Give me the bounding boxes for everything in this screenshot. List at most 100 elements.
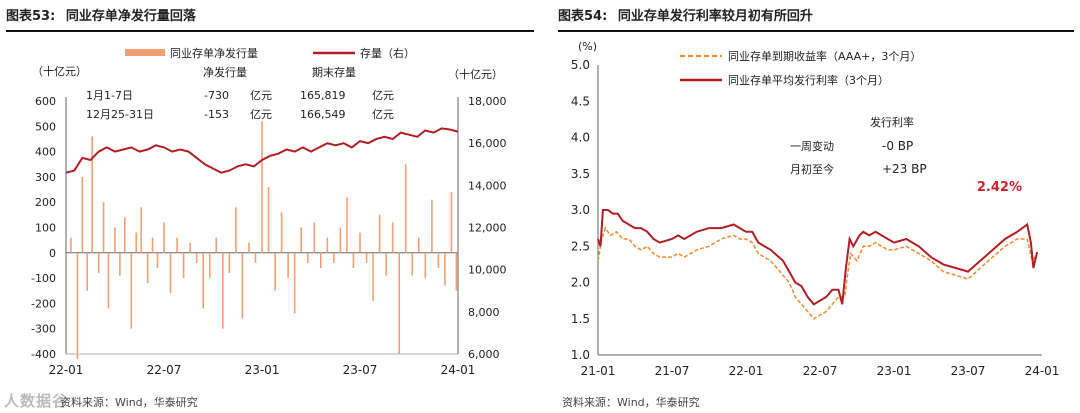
legend-bar-label: 同业存单净发行量	[170, 46, 258, 60]
table-stock-value: 165,819	[300, 89, 346, 102]
right-chart-svg: (%) 同业存单到期收益率（AAA+，3个月） 同业存单平均发行利率（3个月） 发行利…	[571, 40, 1060, 378]
right-y-tick-label: 16,000	[468, 137, 507, 150]
y-tick-label: 4.5	[571, 94, 590, 108]
net-issuance-bar	[359, 232, 361, 253]
net-issuance-bar	[293, 252, 296, 314]
net-issuance-bar	[254, 252, 257, 263]
net-issuance-bar	[455, 252, 458, 291]
net-issuance-bar	[114, 227, 116, 253]
legend-bar-swatch	[125, 49, 165, 56]
net-issuance-bar	[208, 252, 211, 279]
net-issuance-bar	[365, 252, 368, 263]
net-issuance-bar	[163, 222, 165, 253]
right-chart-title: 同业存单发行利率较月初有所回升	[617, 9, 813, 24]
x-tick-label: 23-07	[951, 364, 986, 378]
right-source-note: 资料来源：Wind，华泰研究	[562, 396, 700, 409]
left-y-tick-label: 500	[35, 120, 56, 133]
net-issuance-bar	[306, 252, 309, 263]
left-y-tick-label: 200	[35, 196, 56, 209]
net-issuance-bar	[140, 207, 142, 253]
y-tick-label: 2.5	[571, 239, 590, 253]
table-period: 1月1-7日	[86, 89, 133, 102]
table-net-unit: 亿元	[250, 89, 272, 102]
table-stock-unit: 亿元	[372, 108, 394, 121]
yield-series-line	[597, 226, 1038, 320]
net-issuance-bar	[378, 214, 381, 253]
stock-series-line	[65, 127, 459, 174]
net-issuance-bar	[235, 207, 237, 253]
net-issuance-bar	[339, 227, 342, 253]
rate-table-value: -0 BP	[882, 139, 913, 153]
right-axis-unit: （十亿元）	[448, 67, 503, 81]
net-issuance-bar	[261, 121, 263, 253]
net-issuance-bar	[222, 252, 224, 329]
right-chart-panel: 图表54: 同业存单发行利率较月初有所回升 (%) 同业存单到期收益率（AAA+，…	[552, 0, 1080, 413]
x-tick-label: 22-01	[729, 364, 764, 378]
left-axis-unit: （十亿元）	[32, 64, 87, 78]
right-y-tick-label: 12,000	[468, 222, 507, 235]
legend-rate-label: 同业存单平均发行利率（3个月）	[728, 73, 889, 87]
legend-yield-label: 同业存单到期收益率（AAA+，3个月）	[728, 49, 921, 63]
last-value-annotation: 2.42%	[977, 180, 1022, 195]
x-tick-label: 22-01	[49, 363, 84, 377]
y-tick-label: 4.0	[571, 131, 590, 145]
rate-table-label: 一周变动	[790, 139, 834, 153]
right-y-tick-label: 14,000	[468, 179, 507, 192]
table-period: 12月25-31日	[86, 108, 154, 121]
net-issuance-bar	[241, 252, 244, 319]
net-issuance-bar	[431, 199, 433, 253]
net-issuance-bar	[102, 202, 105, 253]
net-issuance-bar	[156, 252, 159, 268]
left-y-tick-label: -300	[31, 323, 56, 336]
net-issuance-bar	[182, 252, 185, 279]
left-chart-panel: 图表53: 同业存单净发行量回落 同业存单净发行量 存量（右） （十亿元） （十亿元）…	[4, 9, 534, 410]
left-y-tick-label: 0	[49, 247, 56, 260]
left-y-tick-label: -100	[31, 272, 56, 285]
rate-table-value: +23 BP	[882, 162, 927, 176]
x-tick-label: 23-01	[877, 364, 912, 378]
left-source-note: 资料来源：Wind，华泰研究	[60, 396, 198, 409]
y-tick-label: 3.5	[571, 167, 590, 181]
x-tick-label: 21-01	[581, 364, 616, 378]
net-issuance-bar	[385, 252, 387, 276]
net-issuance-bar	[274, 252, 276, 291]
left-y-tick-label: -200	[31, 297, 56, 310]
left-y-tick-label: -400	[31, 348, 56, 361]
y-tick-label: 1.5	[571, 312, 590, 326]
net-issuance-bar	[326, 237, 329, 253]
y-tick-label: 3.0	[571, 203, 590, 217]
net-issuance-bar	[404, 164, 407, 253]
table-net-unit: 亿元	[250, 108, 272, 121]
net-issuance-bar	[300, 227, 302, 253]
right-y-tick-label: 6,000	[468, 348, 500, 361]
y-tick-label: 1.0	[571, 348, 590, 362]
net-issuance-bar	[267, 187, 270, 253]
table-header-net: 净发行量	[203, 65, 247, 79]
net-issuance-bar	[169, 252, 172, 294]
x-tick-label: 21-07	[655, 364, 690, 378]
net-issuance-bar	[202, 252, 204, 309]
net-issuance-bar	[195, 252, 198, 263]
net-issuance-bar	[107, 252, 110, 309]
net-issuance-bar	[346, 197, 348, 253]
table-stock-unit: 亿元	[372, 89, 394, 102]
net-issuance-bar	[313, 222, 316, 253]
y-axis-unit: (%)	[578, 40, 597, 53]
net-issuance-bar	[333, 252, 335, 263]
net-issuance-bar	[81, 176, 84, 253]
net-issuance-bar	[444, 252, 446, 286]
net-issuance-bar	[189, 242, 191, 253]
net-issuance-bar	[411, 252, 414, 276]
left-figure-number: 图表53:	[6, 9, 56, 24]
net-issuance-bar	[130, 252, 133, 329]
x-tick-label: 24-01	[441, 363, 476, 377]
net-issuance-bar	[76, 252, 79, 360]
net-issuance-bar	[70, 237, 72, 253]
table-net-value: -153	[204, 108, 229, 121]
watermark-logo: 人数据谷	[4, 392, 69, 410]
x-tick-label: 22-07	[147, 363, 182, 377]
net-issuance-bar	[176, 237, 178, 253]
right-y-tick-label: 10,000	[468, 264, 507, 277]
rate-table-header: 发行利率	[870, 115, 914, 129]
table-net-value: -730	[204, 89, 229, 102]
